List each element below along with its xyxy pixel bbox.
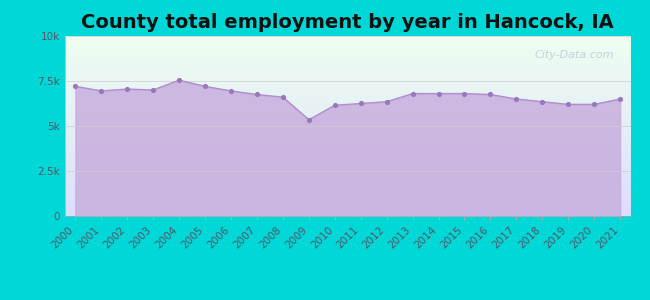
Point [382,99,392,104]
Point [330,103,340,108]
Point [408,91,418,96]
Point [434,91,444,96]
Point [304,117,314,122]
Point [278,95,288,100]
Point [485,92,495,97]
Point [200,84,211,89]
Point [356,101,366,106]
Point [511,97,521,101]
Title: County total employment by year in Hancock, IA: County total employment by year in Hanco… [81,13,614,32]
Point [226,88,236,93]
Point [563,102,573,107]
Point [122,87,133,92]
Point [615,97,625,101]
Point [70,84,81,89]
Point [460,91,470,96]
Text: City-Data.com: City-Data.com [534,50,614,60]
Point [148,88,159,92]
Point [174,78,185,82]
Point [537,99,547,104]
Point [252,92,262,97]
Point [96,88,107,93]
Point [589,102,599,107]
